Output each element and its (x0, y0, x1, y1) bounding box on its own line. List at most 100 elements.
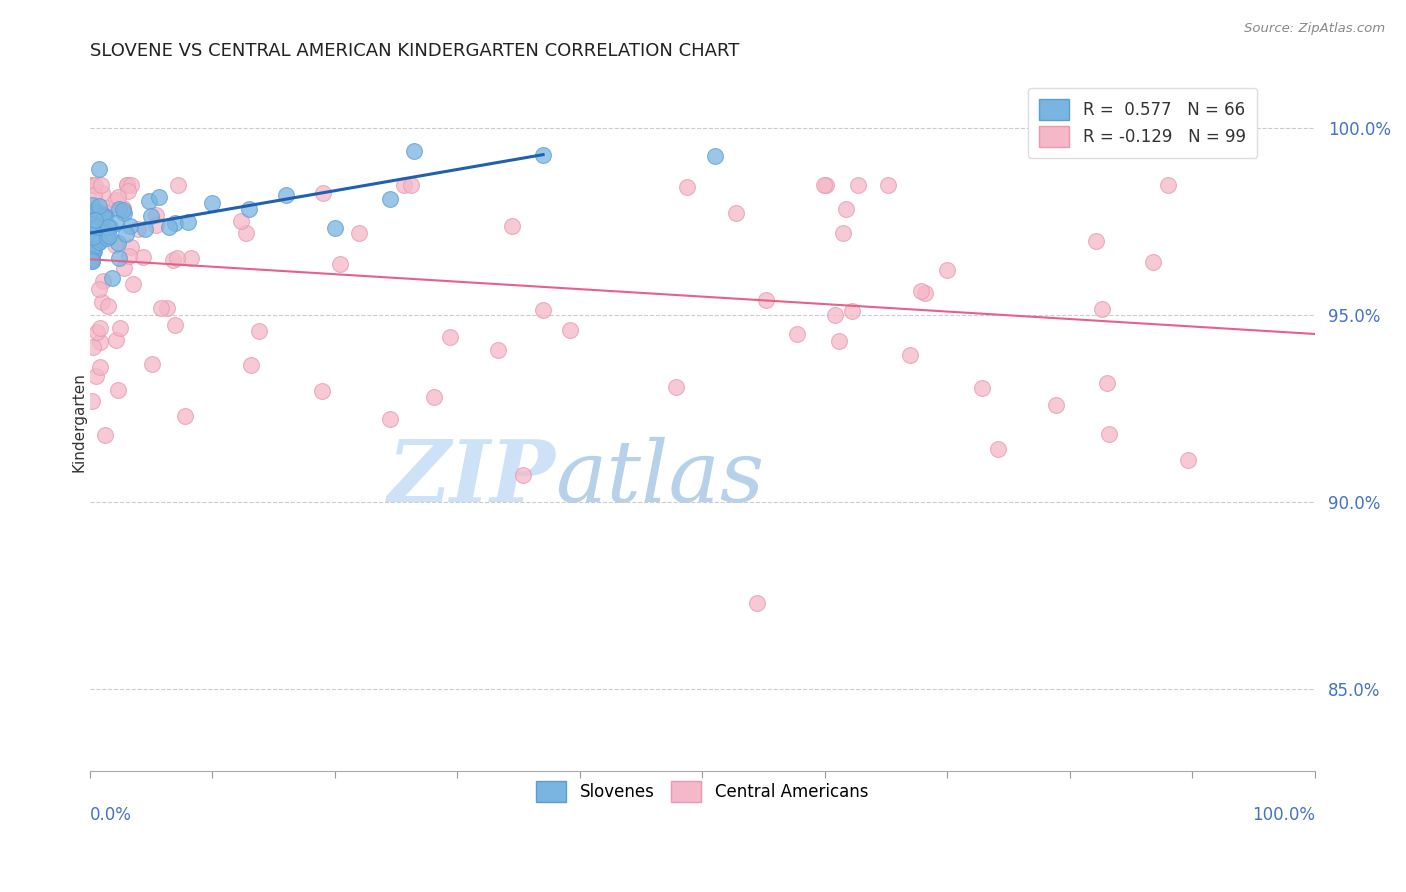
Point (82, 208, 104, 222)
Point (148, 190, 170, 204)
Point (84, 368, 107, 383)
Point (89, 233, 111, 247)
Point (138, 194, 160, 209)
Point (83, 212, 105, 227)
Point (877, 178, 900, 192)
Y-axis label: Kindergarten: Kindergarten (72, 372, 86, 472)
Point (512, 467, 534, 482)
Point (83, 227, 105, 241)
Point (93, 210, 115, 224)
Point (1157, 178, 1180, 192)
Point (149, 301, 172, 315)
Point (84, 203, 107, 218)
Point (108, 321, 131, 335)
Point (83, 188, 105, 202)
Point (247, 324, 270, 338)
Point (90, 294, 112, 309)
Point (82, 232, 104, 246)
Point (1045, 398, 1067, 412)
Text: 0.0%: 0.0% (90, 806, 132, 824)
Point (96, 201, 118, 215)
Point (323, 221, 346, 235)
Point (80, 242, 103, 256)
Point (1177, 453, 1199, 467)
Point (80, 220, 103, 235)
Point (120, 178, 142, 192)
Point (347, 226, 370, 240)
Point (987, 442, 1010, 456)
Point (312, 186, 335, 200)
Point (910, 285, 932, 299)
Point (238, 202, 260, 216)
Point (105, 216, 128, 230)
Point (122, 277, 145, 291)
Point (89, 282, 111, 296)
Point (87, 213, 110, 227)
Point (93, 205, 115, 219)
Point (422, 390, 444, 404)
Point (127, 221, 149, 235)
Point (145, 219, 167, 233)
Point (80, 254, 103, 268)
Point (101, 271, 124, 285)
Point (87, 161, 110, 176)
Point (531, 303, 554, 318)
Point (1095, 376, 1118, 391)
Point (94, 209, 117, 223)
Point (90, 207, 112, 221)
Point (86, 232, 108, 246)
Text: Source: ZipAtlas.com: Source: ZipAtlas.com (1244, 22, 1385, 36)
Point (162, 253, 184, 268)
Point (80, 209, 103, 223)
Point (115, 178, 138, 192)
Point (835, 202, 858, 216)
Point (80, 247, 103, 261)
Point (80, 252, 103, 267)
Point (108, 251, 131, 265)
Point (86, 219, 108, 233)
Point (82, 178, 104, 192)
Point (378, 412, 401, 426)
Point (131, 250, 153, 264)
Point (675, 180, 697, 194)
Text: ZIP: ZIP (388, 436, 555, 519)
Point (832, 226, 855, 240)
Point (1098, 426, 1121, 441)
Point (235, 226, 257, 240)
Point (82, 229, 104, 244)
Point (82, 242, 104, 256)
Legend: Slovenes, Central Americans: Slovenes, Central Americans (530, 774, 875, 808)
Point (378, 192, 401, 206)
Point (824, 309, 846, 323)
Point (846, 178, 869, 192)
Point (96, 227, 118, 241)
Point (94, 427, 117, 442)
Point (89, 335, 111, 350)
Point (118, 249, 141, 263)
Text: SLOVENE VS CENTRAL AMERICAN KINDERGARTEN CORRELATION CHART: SLOVENE VS CENTRAL AMERICAN KINDERGARTEN… (90, 42, 740, 60)
Point (112, 206, 135, 220)
Point (87, 232, 110, 246)
Point (104, 333, 127, 347)
Point (86, 325, 108, 339)
Point (80, 251, 103, 265)
Text: atlas: atlas (555, 436, 765, 519)
Point (163, 318, 186, 333)
Point (165, 216, 187, 230)
Point (91, 186, 114, 201)
Point (115, 178, 138, 192)
Point (139, 209, 162, 223)
Point (82, 253, 104, 268)
Point (84, 207, 107, 221)
Point (83, 244, 105, 259)
Point (501, 219, 523, 233)
Point (786, 326, 808, 341)
Point (107, 383, 129, 397)
Point (329, 257, 352, 271)
Point (108, 202, 131, 216)
Point (274, 188, 297, 202)
Point (111, 201, 134, 215)
Point (166, 251, 188, 265)
Point (558, 323, 581, 337)
Point (82, 393, 104, 408)
